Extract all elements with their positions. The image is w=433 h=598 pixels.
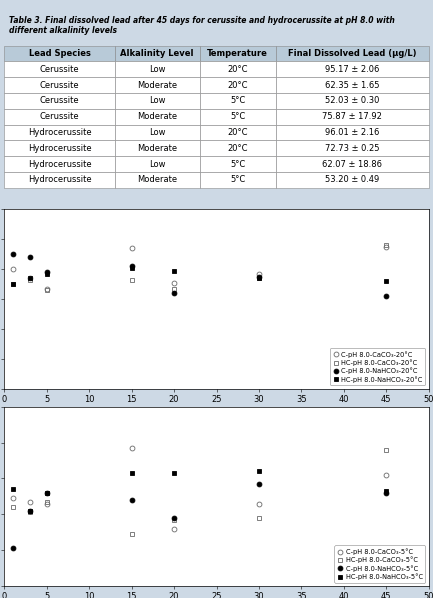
Line: HC-pH 8.0-CaCO₃-5°C: HC-pH 8.0-CaCO₃-5°C xyxy=(10,447,389,536)
HC-pH 8.0-CaCO₃-20°C xyxy=(27,276,32,283)
C-pH 8.0-CaCO₃-20°C xyxy=(171,279,177,286)
Line: HC-pH 8.0-NaHCO₃-5°C: HC-pH 8.0-NaHCO₃-5°C xyxy=(10,469,389,513)
C-pH 8.0-NaHCO₃-5°C xyxy=(44,489,49,496)
HC-pH 8.0-CaCO₃-20°C xyxy=(256,274,262,282)
Text: (a): (a) xyxy=(210,428,223,437)
HC-pH 8.0-NaHCO₃-5°C xyxy=(10,486,16,493)
HC-pH 8.0-NaHCO₃-20°C xyxy=(27,274,32,282)
C-pH 8.0-CaCO₃-5°C xyxy=(44,500,49,507)
Line: HC-pH 8.0-CaCO₃-20°C: HC-pH 8.0-CaCO₃-20°C xyxy=(10,243,389,292)
HC-pH 8.0-NaHCO₃-5°C xyxy=(171,469,177,477)
HC-pH 8.0-NaHCO₃-20°C xyxy=(129,264,134,271)
HC-pH 8.0-CaCO₃-20°C xyxy=(384,242,389,249)
HC-pH 8.0-NaHCO₃-20°C xyxy=(10,280,16,288)
HC-pH 8.0-CaCO₃-5°C xyxy=(171,516,177,523)
C-pH 8.0-CaCO₃-20°C xyxy=(384,243,389,250)
HC-pH 8.0-CaCO₃-5°C xyxy=(10,504,16,511)
HC-pH 8.0-CaCO₃-5°C xyxy=(384,446,389,453)
C-pH 8.0-NaHCO₃-5°C xyxy=(384,489,389,496)
HC-pH 8.0-CaCO₃-5°C xyxy=(44,498,49,505)
C-pH 8.0-CaCO₃-5°C xyxy=(27,498,32,505)
C-pH 8.0-NaHCO₃-20°C xyxy=(129,263,134,270)
Legend: C-pH 8.0-CaCO₃-20°C, HC-pH 8.0-CaCO₃-20°C, C-pH 8.0-NaHCO₃-20°C, HC-pH 8.0-NaHCO: C-pH 8.0-CaCO₃-20°C, HC-pH 8.0-CaCO₃-20°… xyxy=(330,348,425,385)
HC-pH 8.0-CaCO₃-20°C xyxy=(44,286,49,294)
HC-pH 8.0-NaHCO₃-5°C xyxy=(27,507,32,514)
HC-pH 8.0-NaHCO₃-5°C xyxy=(384,487,389,495)
HC-pH 8.0-CaCO₃-20°C xyxy=(171,285,177,292)
X-axis label: Time (day): Time (day) xyxy=(192,407,241,416)
C-pH 8.0-NaHCO₃-20°C xyxy=(171,289,177,297)
Line: C-pH 8.0-CaCO₃-5°C: C-pH 8.0-CaCO₃-5°C xyxy=(10,446,389,531)
C-pH 8.0-NaHCO₃-20°C xyxy=(44,269,49,276)
HC-pH 8.0-CaCO₃-5°C xyxy=(129,530,134,538)
C-pH 8.0-NaHCO₃-5°C xyxy=(10,545,16,552)
C-pH 8.0-CaCO₃-5°C xyxy=(10,495,16,502)
C-pH 8.0-NaHCO₃-20°C xyxy=(10,251,16,258)
C-pH 8.0-NaHCO₃-20°C xyxy=(256,273,262,280)
C-pH 8.0-CaCO₃-20°C xyxy=(256,270,262,277)
HC-pH 8.0-CaCO₃-5°C xyxy=(256,514,262,521)
C-pH 8.0-CaCO₃-20°C xyxy=(10,266,16,273)
Legend: C-pH 8.0-CaCO₃-5°C, HC-pH 8.0-CaCO₃-5°C, C-pH 8.0-NaHCO₃-5°C, HC-pH 8.0-NaHCO₃-5: C-pH 8.0-CaCO₃-5°C, HC-pH 8.0-CaCO₃-5°C,… xyxy=(334,545,425,582)
HC-pH 8.0-CaCO₃-20°C xyxy=(129,276,134,283)
C-pH 8.0-CaCO₃-20°C xyxy=(129,245,134,252)
HC-pH 8.0-CaCO₃-20°C xyxy=(10,280,16,288)
C-pH 8.0-NaHCO₃-20°C xyxy=(27,254,32,261)
HC-pH 8.0-NaHCO₃-5°C xyxy=(256,468,262,475)
Line: C-pH 8.0-CaCO₃-20°C: C-pH 8.0-CaCO₃-20°C xyxy=(10,244,389,291)
HC-pH 8.0-NaHCO₃-20°C xyxy=(44,270,49,277)
Line: C-pH 8.0-NaHCO₃-5°C: C-pH 8.0-NaHCO₃-5°C xyxy=(10,481,389,551)
C-pH 8.0-CaCO₃-5°C xyxy=(384,471,389,478)
C-pH 8.0-CaCO₃-20°C xyxy=(27,274,32,282)
C-pH 8.0-CaCO₃-5°C xyxy=(171,525,177,532)
HC-pH 8.0-NaHCO₃-5°C xyxy=(44,489,49,496)
HC-pH 8.0-NaHCO₃-20°C xyxy=(256,274,262,282)
C-pH 8.0-NaHCO₃-5°C xyxy=(256,480,262,487)
HC-pH 8.0-NaHCO₃-20°C xyxy=(384,277,389,285)
C-pH 8.0-CaCO₃-5°C xyxy=(256,500,262,507)
C-pH 8.0-CaCO₃-20°C xyxy=(44,285,49,292)
C-pH 8.0-NaHCO₃-5°C xyxy=(171,514,177,521)
HC-pH 8.0-CaCO₃-5°C xyxy=(27,509,32,516)
C-pH 8.0-NaHCO₃-5°C xyxy=(129,496,134,504)
HC-pH 8.0-NaHCO₃-5°C xyxy=(129,469,134,477)
C-pH 8.0-NaHCO₃-20°C xyxy=(384,292,389,300)
C-pH 8.0-NaHCO₃-5°C xyxy=(27,507,32,514)
Text: Table 3. Final dissolved lead after 45 days for cerussite and hydrocerussite at : Table 3. Final dissolved lead after 45 d… xyxy=(9,16,394,35)
Line: HC-pH 8.0-NaHCO₃-20°C: HC-pH 8.0-NaHCO₃-20°C xyxy=(10,265,389,286)
HC-pH 8.0-NaHCO₃-20°C xyxy=(171,267,177,274)
C-pH 8.0-CaCO₃-5°C xyxy=(129,444,134,451)
Line: C-pH 8.0-NaHCO₃-20°C: C-pH 8.0-NaHCO₃-20°C xyxy=(10,252,389,298)
